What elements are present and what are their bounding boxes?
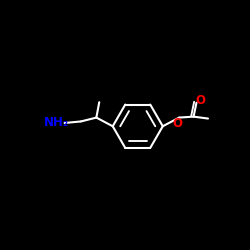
Text: O: O bbox=[172, 117, 182, 130]
Text: NH₂: NH₂ bbox=[44, 116, 69, 130]
Text: O: O bbox=[195, 94, 205, 107]
